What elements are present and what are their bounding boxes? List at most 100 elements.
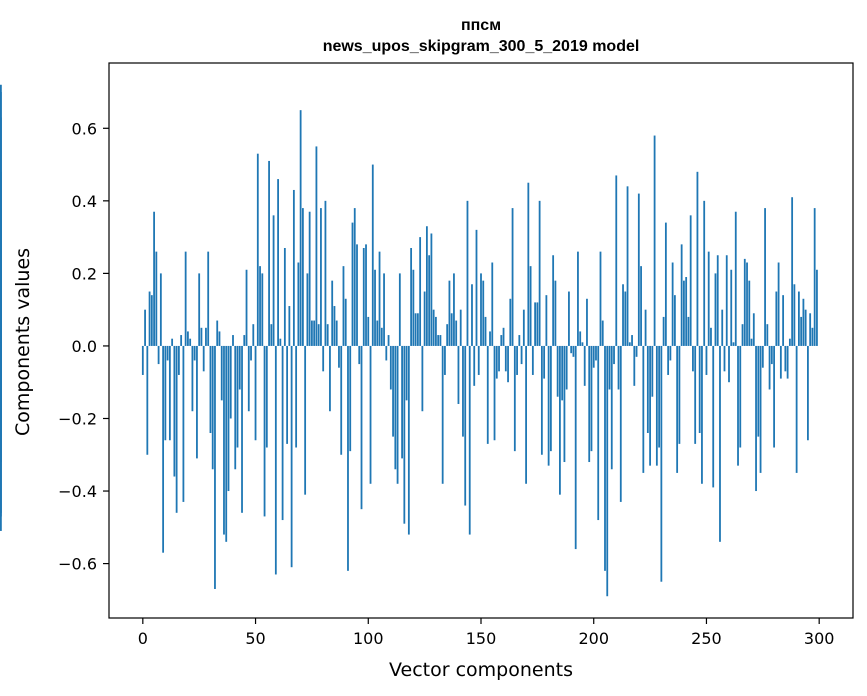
bar (0, 342, 2, 346)
bar (543, 345, 546, 379)
bar (563, 345, 566, 463)
bar (220, 345, 223, 401)
bar (568, 291, 570, 346)
bar (683, 280, 685, 346)
bar (150, 295, 153, 346)
bar (737, 345, 739, 466)
bar (734, 211, 737, 346)
bar (502, 327, 505, 346)
bar (522, 309, 525, 346)
bar (633, 345, 636, 386)
bar (705, 345, 708, 375)
bar (225, 345, 228, 542)
bar (770, 345, 773, 365)
bar (279, 338, 282, 346)
bar (669, 345, 672, 361)
bar (421, 345, 424, 412)
bar (795, 345, 798, 473)
bar (768, 345, 771, 390)
x-tick-label: 300 (804, 629, 835, 648)
bar (635, 345, 638, 357)
y-tick-label: 0.4 (72, 192, 97, 211)
bar (180, 335, 183, 346)
bar (191, 345, 194, 412)
bar (721, 309, 724, 346)
bar (673, 295, 676, 346)
bar (286, 345, 289, 444)
bar (209, 345, 212, 433)
bar (707, 251, 710, 346)
bar (444, 345, 446, 375)
bar (730, 269, 733, 346)
bar (538, 200, 541, 346)
bar (157, 345, 160, 365)
bar (556, 345, 559, 397)
bar (394, 345, 397, 470)
bar (475, 229, 478, 346)
bar (631, 335, 633, 346)
bar (155, 251, 158, 346)
bar (263, 345, 266, 517)
bar (622, 284, 624, 346)
bar (407, 345, 410, 535)
bar (719, 345, 721, 542)
bar (777, 262, 780, 346)
chart-title-line-1: ппсм (461, 17, 501, 34)
bar (534, 302, 537, 346)
bar (272, 215, 275, 346)
bar (728, 345, 730, 383)
bar (680, 244, 683, 346)
bar (750, 338, 753, 346)
bar-series (0, 84, 818, 597)
bar (428, 255, 431, 346)
bar (322, 345, 325, 372)
bar (791, 197, 794, 346)
bar (500, 335, 503, 346)
bar (223, 345, 225, 535)
bar (628, 342, 631, 346)
chart-title-line-2: news_upos_skipgram_300_5_2019 model (323, 38, 640, 55)
bar (601, 320, 604, 346)
bar (712, 345, 715, 488)
bar (202, 345, 205, 372)
bar (559, 345, 561, 495)
bar (658, 345, 661, 448)
bar (283, 248, 286, 346)
bar (714, 273, 717, 346)
bar (401, 345, 403, 459)
bar (761, 345, 764, 368)
bar (238, 345, 241, 390)
bar (259, 266, 261, 346)
bar (802, 298, 805, 346)
bar (232, 335, 234, 346)
bar (513, 345, 516, 452)
bar (784, 345, 787, 372)
bar (371, 164, 374, 346)
bar (218, 331, 221, 346)
bar (807, 345, 809, 441)
bar (423, 291, 426, 346)
bar (335, 320, 338, 346)
bar (527, 182, 530, 346)
bar (254, 345, 257, 441)
x-tick-label: 100 (353, 629, 384, 648)
bar (196, 345, 198, 459)
bar (755, 345, 757, 492)
bar (392, 345, 394, 437)
bar (595, 345, 597, 361)
bar (511, 208, 514, 346)
bar (489, 331, 491, 346)
bar (430, 233, 433, 346)
bar (432, 309, 435, 346)
bar (525, 345, 527, 484)
bar (331, 280, 334, 346)
bar (804, 309, 807, 346)
bar (326, 324, 329, 346)
bar (453, 273, 455, 346)
bar (292, 189, 295, 346)
bar (313, 320, 316, 346)
bar (793, 284, 796, 346)
bar (644, 309, 647, 346)
bar (184, 251, 187, 346)
